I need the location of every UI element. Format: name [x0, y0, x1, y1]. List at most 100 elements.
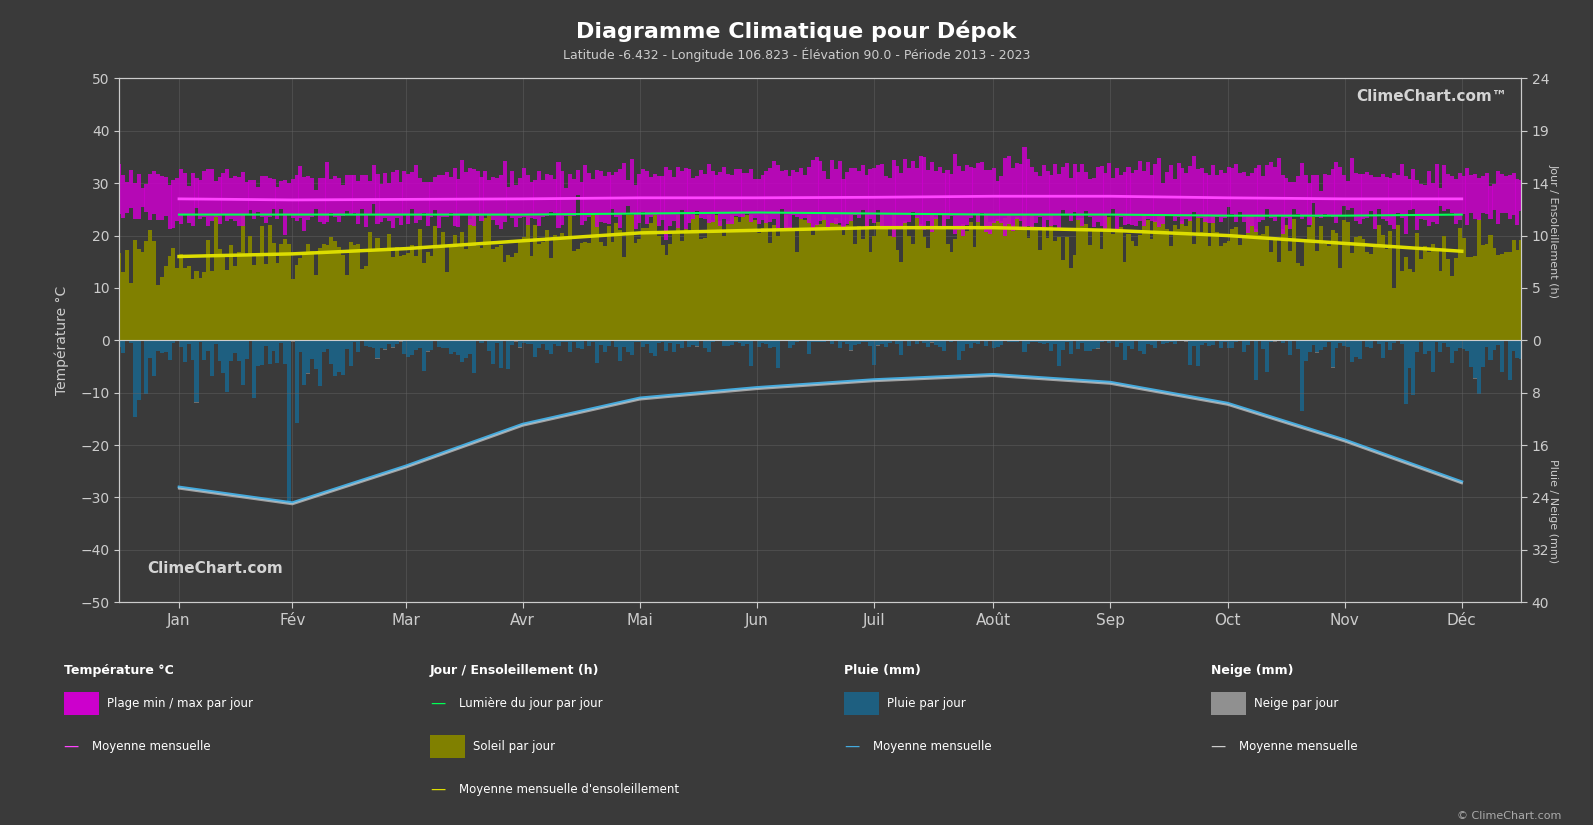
Bar — [1007, 340, 1012, 342]
Bar — [1442, 165, 1446, 211]
Bar — [833, 218, 838, 340]
Bar — [1300, 266, 1303, 340]
Text: ClimeChart.com™: ClimeChart.com™ — [1356, 89, 1507, 104]
Bar — [738, 168, 741, 217]
Bar — [753, 179, 757, 218]
Bar — [341, 255, 344, 340]
Bar — [1012, 340, 1015, 342]
Bar — [610, 242, 615, 340]
Bar — [390, 257, 395, 340]
Bar — [860, 164, 865, 210]
Bar — [229, 246, 233, 340]
Bar — [268, 225, 272, 340]
Bar — [1466, 340, 1469, 351]
Bar — [1319, 226, 1324, 340]
Bar — [213, 181, 218, 216]
Bar — [553, 179, 556, 213]
Bar — [387, 234, 390, 340]
Bar — [1411, 340, 1416, 395]
Bar — [1099, 248, 1104, 340]
Bar — [1088, 179, 1091, 218]
Bar — [1238, 244, 1243, 340]
Bar — [1368, 175, 1373, 211]
Bar — [1389, 340, 1392, 350]
Bar — [1389, 231, 1392, 340]
Bar — [167, 256, 172, 340]
Bar — [741, 173, 746, 217]
Text: Moyenne mensuelle: Moyenne mensuelle — [92, 740, 210, 753]
Bar — [1330, 229, 1335, 340]
Bar — [675, 214, 680, 340]
Bar — [648, 340, 653, 353]
Bar — [284, 340, 287, 364]
Bar — [648, 223, 653, 340]
Bar — [1118, 340, 1123, 342]
Bar — [417, 178, 422, 220]
Bar — [1322, 244, 1327, 340]
Bar — [1026, 340, 1031, 344]
Bar — [1316, 176, 1319, 218]
Bar — [1142, 214, 1145, 340]
Bar — [1346, 340, 1349, 347]
Bar — [957, 166, 961, 230]
Bar — [1408, 178, 1411, 210]
Bar — [667, 244, 672, 340]
Bar — [545, 230, 550, 340]
Bar — [1488, 340, 1493, 361]
Bar — [607, 172, 610, 224]
Bar — [792, 340, 795, 346]
Bar — [688, 169, 691, 223]
Bar — [1319, 191, 1324, 218]
Bar — [137, 249, 140, 340]
Bar — [714, 175, 718, 215]
Bar — [1069, 268, 1072, 340]
Bar — [1145, 340, 1150, 344]
Bar — [1438, 271, 1442, 340]
Bar — [1270, 162, 1273, 218]
Bar — [561, 233, 564, 340]
Bar — [376, 238, 379, 340]
Bar — [691, 178, 695, 219]
Bar — [241, 172, 245, 226]
Bar — [1446, 174, 1450, 210]
Bar — [322, 177, 325, 224]
Bar — [1015, 340, 1020, 342]
Bar — [757, 179, 761, 224]
Bar — [118, 163, 121, 214]
Bar — [186, 340, 191, 344]
Bar — [1262, 340, 1265, 349]
Bar — [1184, 172, 1188, 219]
Bar — [403, 340, 406, 355]
Bar — [765, 172, 768, 224]
Bar — [306, 340, 311, 374]
Bar — [175, 268, 180, 340]
Bar — [1169, 165, 1172, 216]
Bar — [449, 244, 452, 340]
Bar — [1007, 156, 1012, 224]
Bar — [749, 168, 753, 222]
Bar — [852, 340, 857, 346]
Bar — [672, 340, 675, 352]
Bar — [225, 340, 229, 392]
Bar — [151, 340, 156, 376]
Bar — [1338, 167, 1343, 215]
Bar — [252, 265, 256, 340]
Bar — [926, 340, 930, 347]
Bar — [191, 340, 194, 361]
Bar — [452, 167, 457, 226]
Bar — [596, 170, 599, 228]
Bar — [317, 340, 322, 386]
Bar — [1042, 226, 1045, 340]
Bar — [472, 340, 476, 373]
Bar — [1411, 271, 1416, 340]
Bar — [1123, 172, 1126, 225]
Bar — [884, 176, 887, 229]
Bar — [507, 187, 510, 214]
Bar — [1153, 340, 1158, 348]
Bar — [1442, 340, 1446, 343]
Bar — [237, 177, 241, 226]
Bar — [151, 171, 156, 214]
Bar — [988, 222, 992, 340]
Bar — [852, 244, 857, 340]
Bar — [664, 255, 669, 340]
